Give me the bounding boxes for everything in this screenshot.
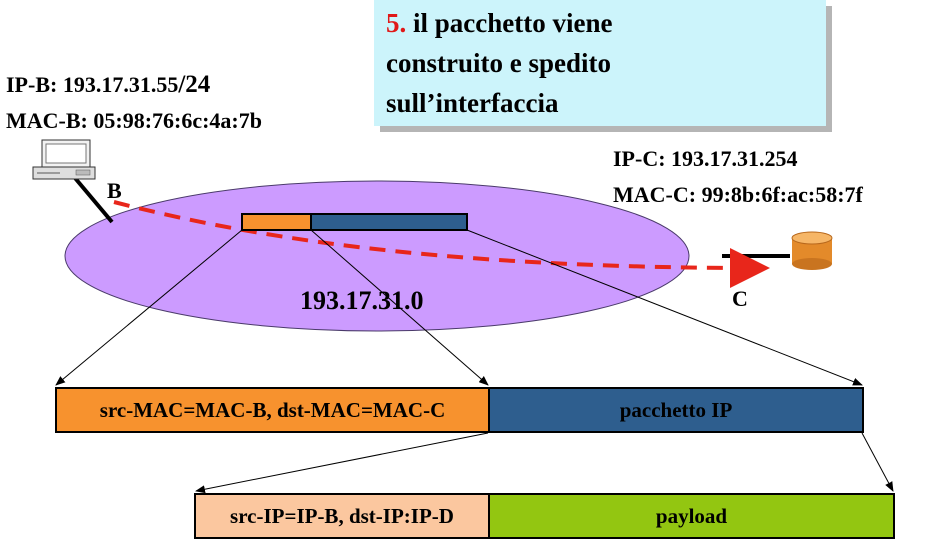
node-b-letter: B (107, 178, 122, 203)
host-b-cable (73, 176, 114, 224)
small-frame-payload (310, 213, 468, 231)
computer-icon (32, 139, 96, 180)
mac-header-box: src-MAC=MAC-B, dst-MAC=MAC-C (55, 387, 490, 433)
network-ellipse (64, 180, 690, 332)
step-number: 5. (386, 8, 407, 38)
host-b-netmask: /24 (178, 71, 211, 98)
expand-line (55, 229, 243, 386)
callout-line-3: sull’interfaccia (386, 88, 559, 118)
node-c-letter: C (732, 286, 748, 311)
ip-header-box: src-IP=IP-B, dst-IP:IP-D (194, 493, 490, 539)
step-callout: 5. il pacchetto viene construito e spedi… (374, 0, 826, 126)
expand-line (861, 432, 894, 492)
host-c-ip-label: IP-C: 193.17.31.254 (613, 146, 798, 171)
expand-line (195, 432, 489, 494)
server-icon (791, 231, 833, 270)
small-frame-header (241, 213, 312, 231)
callout-text: il pacchetto viene (413, 8, 613, 38)
expand-line (310, 229, 489, 386)
network-address-label: 193.17.31.0 (300, 286, 424, 315)
payload-box: payload (488, 493, 895, 539)
expand-line (466, 229, 863, 386)
callout-line-1: 5. il pacchetto viene (386, 3, 826, 43)
host-b-ip: IP-B: 193.17.31.55 (6, 72, 179, 97)
host-b-ip-label: IP-B: 193.17.31.55/24 (6, 72, 210, 98)
host-c-mac-label: MAC-C: 99:8b:6f:ac:58:7f (613, 182, 863, 207)
host-b-mac-label: MAC-B: 05:98:76:6c:4a:7b (6, 108, 262, 133)
callout-line-2: construito e spedito (386, 48, 611, 78)
ip-packet-box: pacchetto IP (488, 387, 864, 433)
